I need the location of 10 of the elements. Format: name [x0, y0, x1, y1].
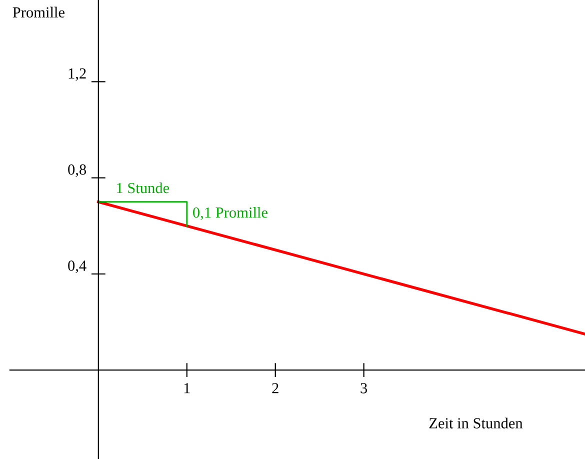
y-axis-title: Promille	[12, 6, 64, 18]
y-tick-label: 1,2	[68, 68, 86, 81]
x-axis-title: Zeit in Stunden	[429, 418, 523, 428]
annotation: 0,1 Promille	[193, 206, 268, 220]
x-tick-label: 1	[184, 383, 190, 394]
x-tick-label: 2	[272, 383, 278, 394]
y-tick-label: 0,4	[68, 260, 86, 274]
x-tick-label: 3	[360, 383, 368, 394]
y-tick-label: 0,8	[68, 164, 86, 177]
annotation: 1 Stunde	[117, 182, 170, 194]
